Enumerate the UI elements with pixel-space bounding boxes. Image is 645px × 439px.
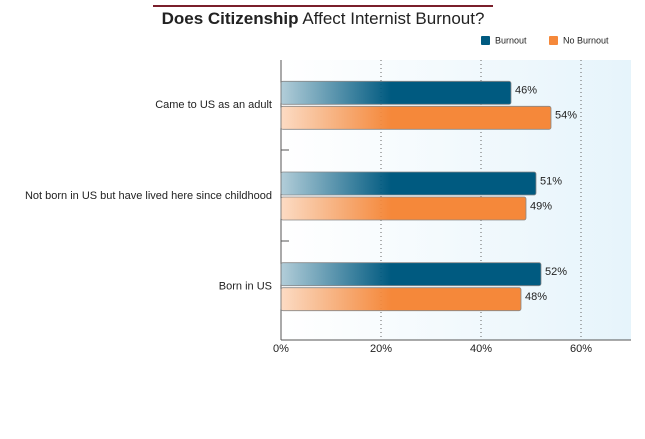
chart-title: Does Citizenship Affect Internist Burnou… (162, 9, 485, 28)
legend-label: Burnout (495, 35, 527, 45)
x-tick-label: 0% (273, 343, 289, 355)
value-label: 51% (540, 175, 562, 187)
value-label: 54% (555, 110, 577, 122)
legend-label: No Burnout (563, 35, 609, 45)
value-label: 46% (515, 85, 537, 97)
bar (280, 196, 527, 221)
legend-swatch (549, 36, 558, 45)
legend-swatch (481, 36, 490, 45)
x-tick-label: 40% (470, 343, 492, 355)
value-label: 52% (545, 266, 567, 278)
bar (280, 262, 542, 287)
title-rest: Affect Internist Burnout? (302, 9, 484, 28)
x-tick-label: 20% (370, 343, 392, 355)
value-label: 49% (530, 200, 552, 212)
x-tick-label: 60% (570, 343, 592, 355)
y-tick-label: Came to US as an adult (155, 99, 272, 111)
title-bold: Does Citizenship (162, 9, 299, 28)
bar (280, 105, 552, 130)
y-tick-label: Not born in US but have lived here since… (25, 190, 272, 202)
bar (280, 80, 512, 105)
bar (280, 171, 537, 196)
value-label: 48% (525, 291, 547, 303)
bar (280, 287, 522, 312)
y-tick-label: Born in US (219, 281, 272, 293)
